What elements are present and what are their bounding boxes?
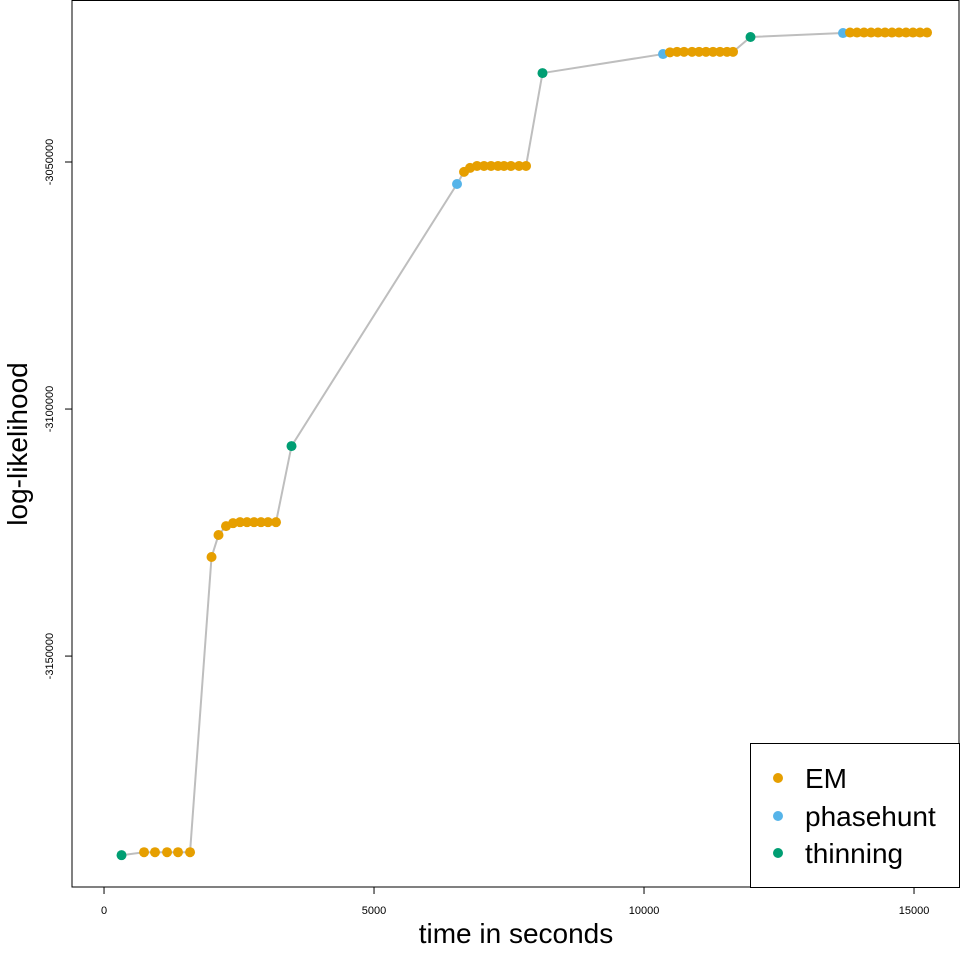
point-em: [139, 847, 150, 858]
point-em: [486, 160, 497, 171]
point-em: [498, 160, 509, 171]
point-em: [701, 46, 712, 57]
point-em: [694, 46, 705, 57]
point-thinning: [745, 32, 756, 43]
point-em: [249, 517, 260, 528]
point-em: [873, 27, 884, 38]
x-axis-label: time in seconds: [419, 918, 614, 949]
point-thinning: [537, 68, 548, 79]
legend-marker-thinning: [773, 848, 783, 858]
point-em: [479, 160, 490, 171]
y-axis: -3050000 -3100000 -3150000: [44, 139, 72, 680]
point-em: [672, 46, 683, 57]
point-em: [845, 27, 856, 38]
point-em: [149, 847, 160, 858]
point-em: [235, 517, 246, 528]
x-tick-label: 10000: [629, 905, 660, 917]
point-em: [714, 46, 725, 57]
point-thinning: [116, 850, 127, 861]
point-em: [255, 517, 266, 528]
point-em: [887, 27, 898, 38]
y-tick-label: -3100000: [44, 386, 56, 433]
point-em: [521, 160, 532, 171]
point-em: [506, 160, 517, 171]
point-em: [894, 27, 905, 38]
point-em: [859, 27, 870, 38]
point-em: [162, 847, 173, 858]
series-line: [121, 31, 928, 857]
y-axis-label: log-likelihood: [2, 362, 33, 525]
point-em: [901, 27, 912, 38]
point-em: [915, 27, 926, 38]
point-thinning: [286, 441, 297, 452]
point-em: [173, 847, 184, 858]
legend-marker-phasehunt: [773, 811, 783, 821]
point-em: [728, 46, 739, 57]
y-tick-label: -3150000: [44, 633, 56, 680]
point-em: [471, 160, 482, 171]
legend-box: [750, 743, 960, 888]
point-em: [271, 517, 282, 528]
legend-label-thinning: thinning: [805, 838, 903, 869]
y-tick-label: -3050000: [44, 139, 56, 186]
point-em: [907, 27, 918, 38]
point-em: [708, 46, 719, 57]
legend-label-em: EM: [805, 763, 847, 794]
point-em: [851, 27, 862, 38]
point-em: [687, 46, 698, 57]
point-em: [242, 517, 253, 528]
legend: EM phasehunt thinning: [750, 743, 960, 888]
point-em: [514, 160, 525, 171]
points: [116, 27, 933, 861]
x-axis: 0 5000 10000 15000: [101, 886, 930, 917]
x-tick-label: 0: [101, 905, 107, 917]
point-em: [263, 517, 274, 528]
point-em: [185, 847, 196, 858]
point-em: [880, 27, 891, 38]
legend-label-phasehunt: phasehunt: [805, 801, 936, 832]
point-phasehunt: [452, 178, 463, 189]
point-em: [866, 27, 877, 38]
point-em: [206, 552, 217, 563]
point-em: [679, 46, 690, 57]
legend-marker-em: [773, 773, 783, 783]
x-tick-label: 15000: [899, 905, 930, 917]
x-tick-label: 5000: [362, 905, 386, 917]
point-em: [922, 27, 933, 38]
point-em: [213, 530, 224, 541]
